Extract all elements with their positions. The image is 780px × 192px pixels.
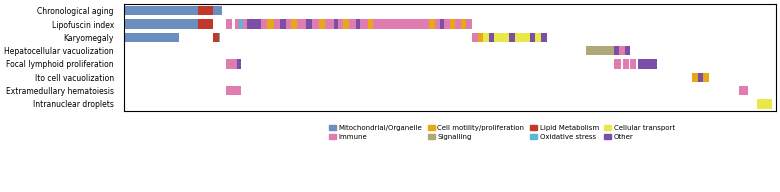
Bar (614, 59, 621, 69)
Bar (515, 33, 530, 42)
Bar (703, 73, 709, 82)
Bar (285, 19, 291, 29)
Bar (312, 19, 319, 29)
Bar (275, 19, 280, 29)
Bar (692, 73, 697, 82)
Bar (246, 19, 261, 29)
Bar (123, 33, 179, 42)
Bar (461, 19, 466, 29)
Bar (374, 19, 429, 29)
Bar (291, 19, 297, 29)
Bar (444, 19, 450, 29)
Bar (356, 19, 360, 29)
Bar (334, 19, 338, 29)
Bar (213, 6, 222, 16)
Bar (638, 59, 657, 69)
Bar (456, 19, 461, 29)
Bar (226, 86, 241, 95)
Bar (367, 19, 374, 29)
Bar (477, 33, 484, 42)
Bar (213, 33, 218, 42)
Bar (530, 33, 535, 42)
Bar (243, 19, 246, 29)
Bar (123, 6, 198, 16)
Bar (218, 33, 221, 42)
Bar (495, 33, 509, 42)
Bar (450, 19, 456, 29)
Bar (535, 33, 541, 42)
Bar (338, 19, 343, 29)
Bar (360, 19, 367, 29)
Bar (472, 33, 477, 42)
Bar (623, 59, 629, 69)
Bar (236, 19, 239, 29)
Bar (261, 19, 267, 29)
Bar (349, 19, 356, 29)
Bar (123, 19, 213, 29)
Bar (237, 59, 241, 69)
Bar (267, 19, 275, 29)
Bar (697, 73, 703, 82)
Bar (509, 33, 515, 42)
Bar (619, 46, 625, 55)
Bar (226, 19, 232, 29)
Bar (343, 19, 349, 29)
Bar (466, 19, 472, 29)
Bar (489, 33, 495, 42)
Bar (630, 59, 636, 69)
Bar (297, 19, 307, 29)
Bar (739, 86, 748, 95)
Bar (307, 19, 312, 29)
Bar (429, 19, 434, 29)
Legend: Mitochondrial/Organelle, Immune, Cell motility/proliferation, Signalling, Lipid : Mitochondrial/Organelle, Immune, Cell mo… (327, 122, 677, 142)
Bar (198, 6, 213, 16)
Bar (541, 33, 547, 42)
Bar (198, 19, 213, 29)
Bar (441, 19, 444, 29)
Bar (757, 99, 772, 108)
Bar (280, 19, 285, 29)
Bar (324, 19, 334, 29)
Bar (484, 33, 489, 42)
Bar (239, 19, 243, 29)
Bar (434, 19, 441, 29)
Bar (319, 19, 324, 29)
Bar (614, 46, 619, 55)
Bar (586, 46, 614, 55)
Bar (226, 59, 237, 69)
Bar (625, 46, 630, 55)
